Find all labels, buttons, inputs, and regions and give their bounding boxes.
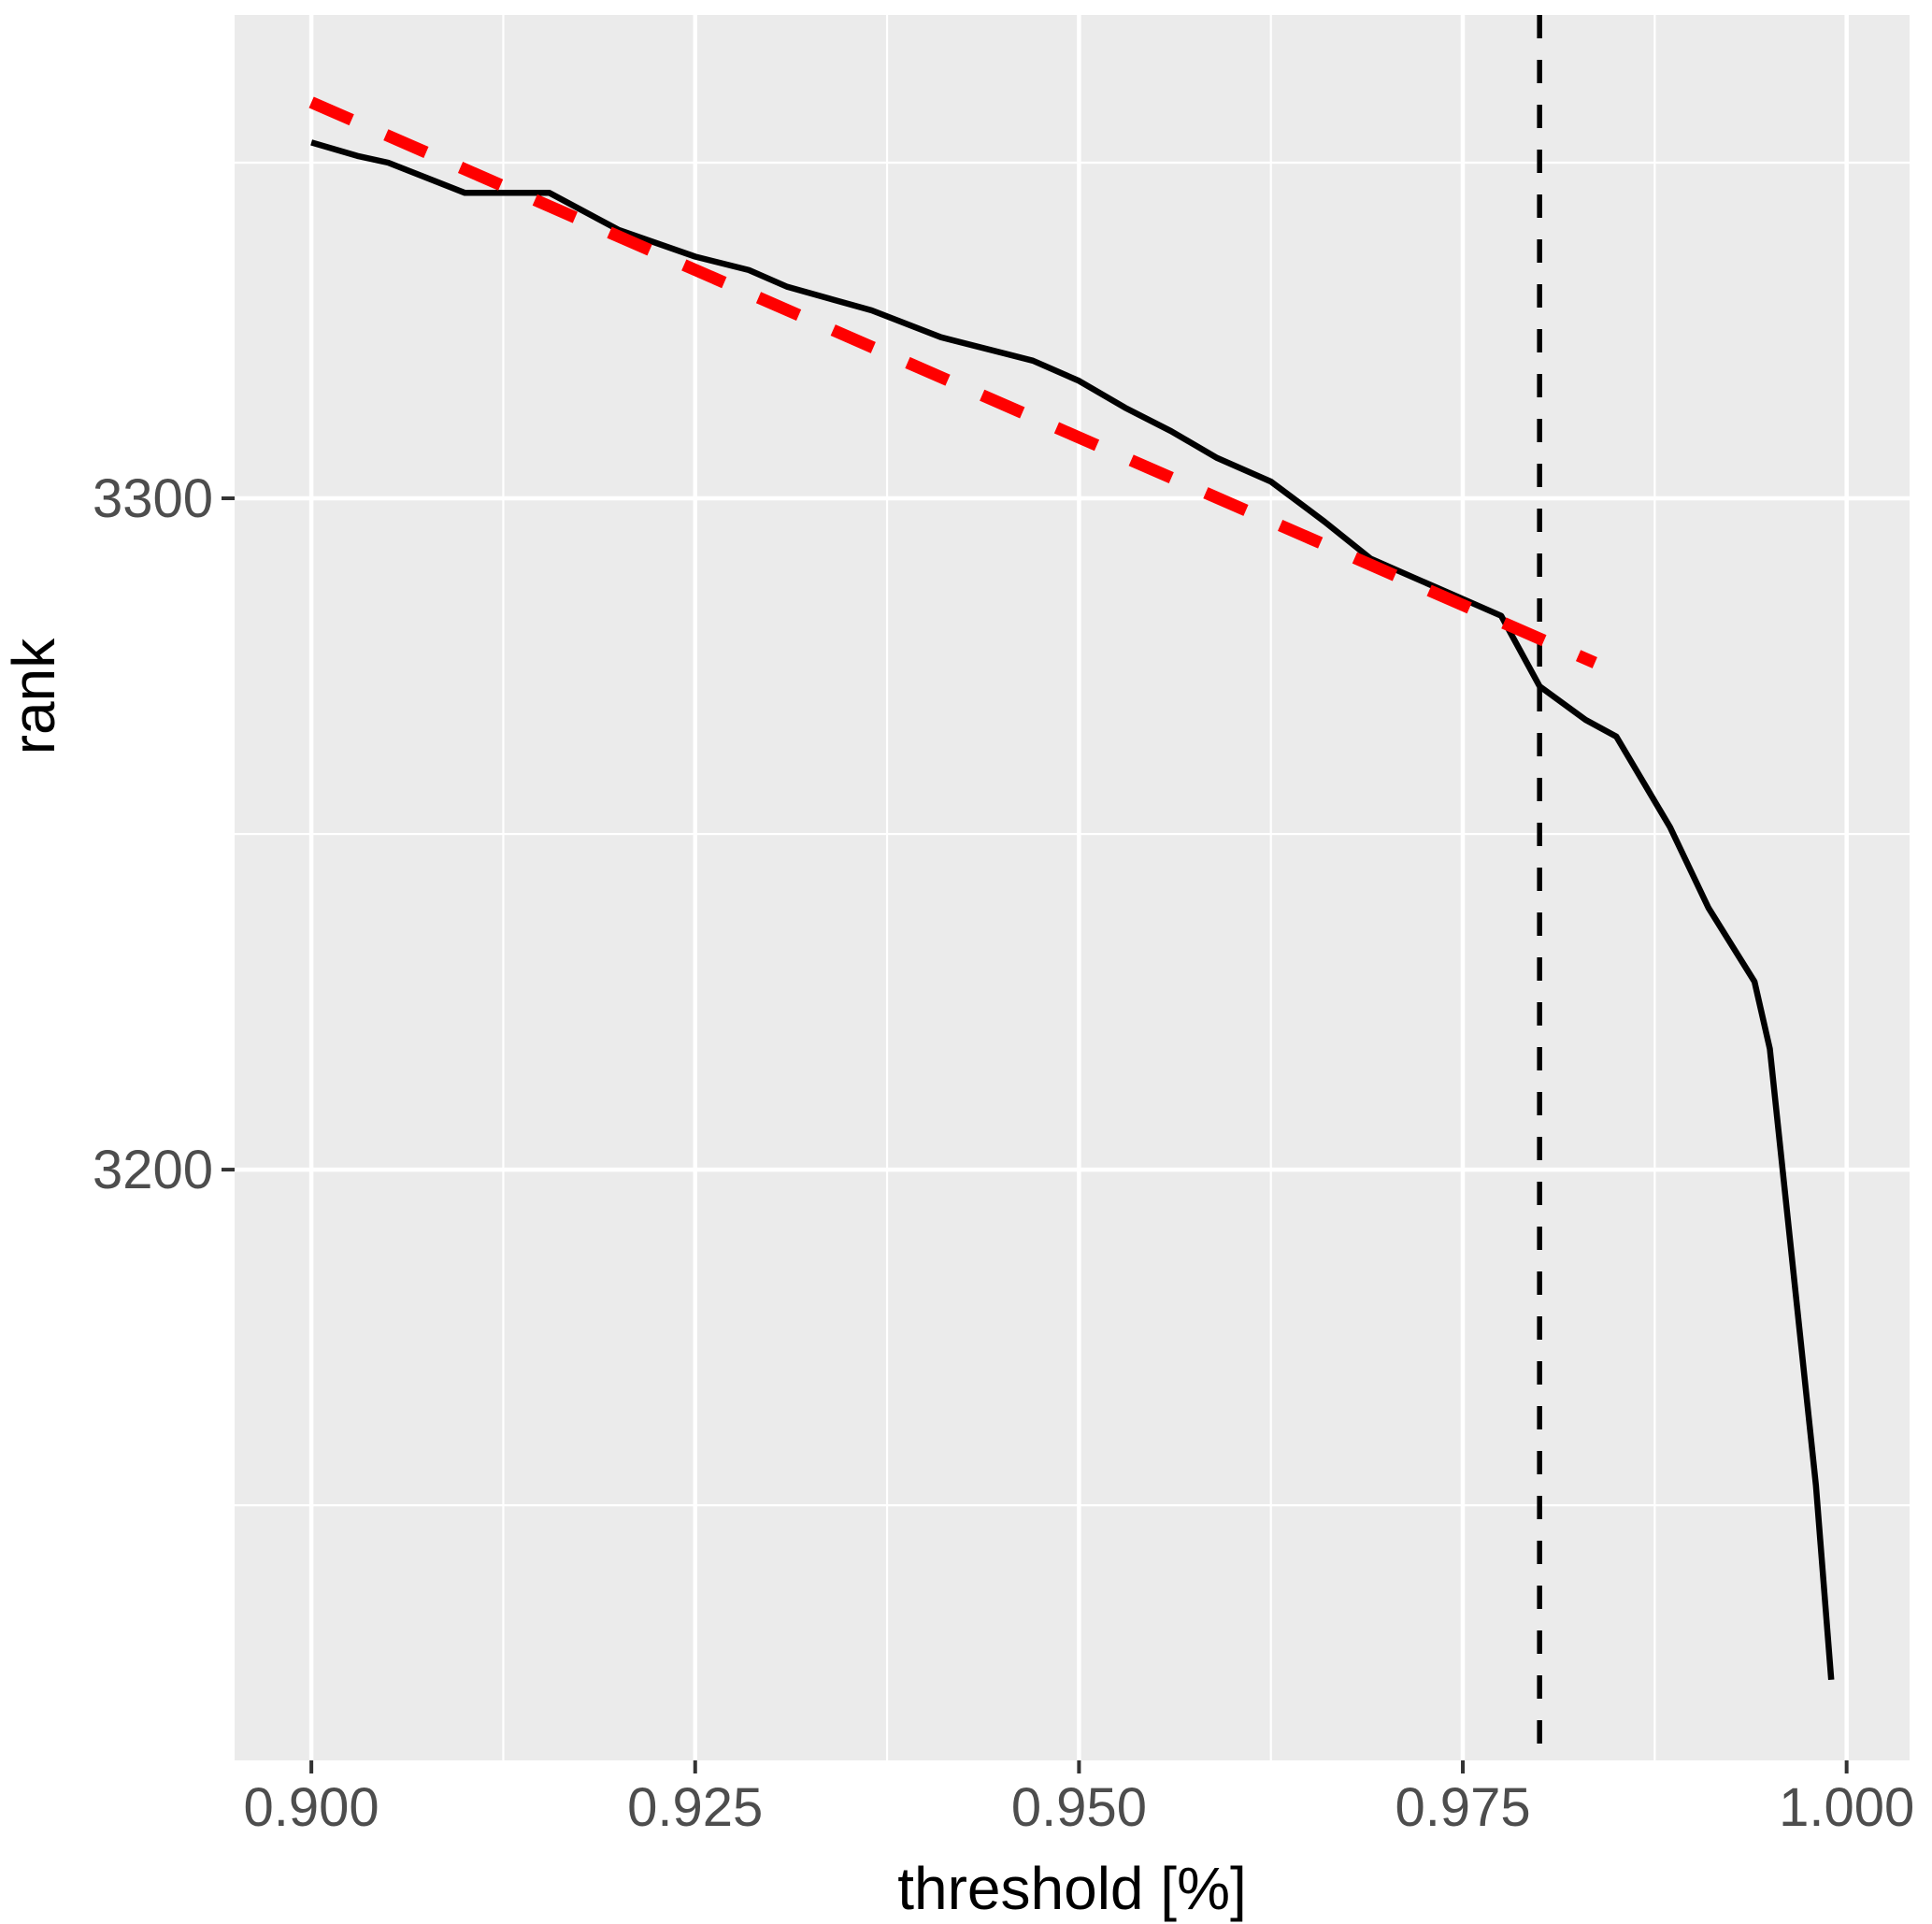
series-linear-reference xyxy=(308,96,1597,668)
y-tick-label: 3300 xyxy=(93,468,213,529)
x-tick-label: 0.975 xyxy=(1395,1777,1530,1838)
x-tick-label: 1.000 xyxy=(1779,1777,1914,1838)
plot-panel xyxy=(235,15,1910,1760)
axis-tick-labels: 0.900 0.925 0.950 0.975 1.000 3300 3200 xyxy=(93,468,1914,1838)
axis-ticks xyxy=(222,496,1849,1773)
minor-gridlines xyxy=(235,15,1910,1760)
x-tick-label: 0.900 xyxy=(244,1777,379,1838)
y-tick-label: 3200 xyxy=(93,1140,213,1200)
y-axis-title: rank xyxy=(0,638,67,755)
major-gridlines xyxy=(235,15,1910,1760)
x-axis-title: threshold [%] xyxy=(897,1855,1247,1922)
data-series-layer xyxy=(308,15,1835,1760)
x-tick-label: 0.950 xyxy=(1011,1777,1147,1838)
x-tick-label: 0.925 xyxy=(627,1777,763,1838)
